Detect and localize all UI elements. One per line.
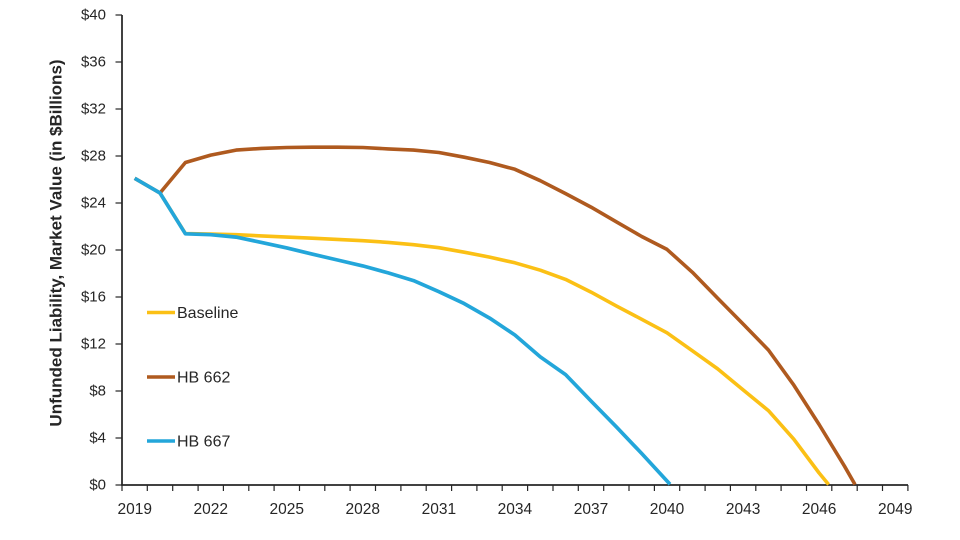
svg-text:$20: $20 [81,242,106,259]
svg-text:2040: 2040 [650,501,685,518]
svg-text:HB 667: HB 667 [177,434,230,451]
svg-text:2031: 2031 [422,501,456,518]
svg-text:$4: $4 [89,430,106,447]
svg-text:2034: 2034 [498,501,533,518]
svg-text:2019: 2019 [117,501,151,518]
svg-text:Unfunded Liability, Market Val: Unfunded Liability, Market Value (in $Bi… [47,59,66,426]
svg-text:Baseline: Baseline [177,305,238,322]
svg-text:$40: $40 [81,7,106,24]
svg-text:2043: 2043 [726,501,760,518]
svg-text:2049: 2049 [878,501,912,518]
svg-text:$0: $0 [89,477,106,494]
svg-text:$32: $32 [81,101,106,118]
svg-text:2046: 2046 [802,501,836,518]
svg-text:$12: $12 [81,336,106,353]
svg-text:2022: 2022 [193,501,227,518]
svg-text:$36: $36 [81,54,106,71]
svg-text:$24: $24 [81,195,106,212]
svg-text:$8: $8 [89,383,106,400]
svg-text:2028: 2028 [346,501,380,518]
svg-text:2025: 2025 [270,501,304,518]
svg-text:HB 662: HB 662 [177,370,230,387]
svg-text:$28: $28 [81,148,106,165]
svg-text:2037: 2037 [574,501,608,518]
svg-text:$16: $16 [81,289,106,306]
